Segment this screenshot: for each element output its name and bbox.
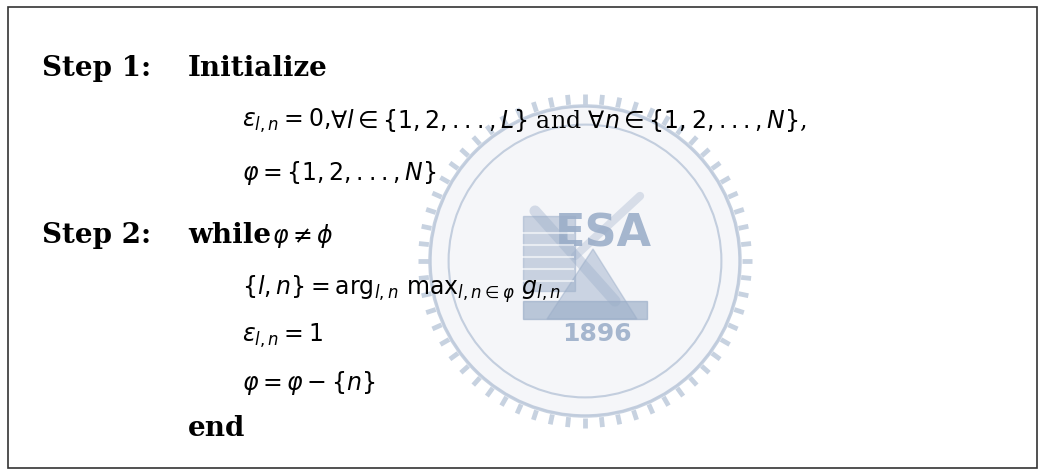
Text: $\varphi = \varphi - \{n\}$: $\varphi = \varphi - \{n\}$ <box>242 368 375 396</box>
Text: $\varphi \neq \phi$: $\varphi \neq \phi$ <box>272 221 333 249</box>
Text: $\varepsilon_{l,n} = 0,$: $\varepsilon_{l,n} = 0,$ <box>242 107 330 135</box>
Text: end: end <box>188 414 246 441</box>
Text: $\varphi = \{1, 2, ..., N\}$: $\varphi = \{1, 2, ..., N\}$ <box>242 159 436 187</box>
Text: $\varepsilon_{l,n} = 1$: $\varepsilon_{l,n} = 1$ <box>242 321 323 349</box>
Polygon shape <box>547 249 637 319</box>
Text: Initialize: Initialize <box>188 55 328 82</box>
FancyBboxPatch shape <box>8 8 1037 468</box>
Text: $\{l, n\} = \mathrm{arg}_{l,n}\ \mathrm{max}_{l,n\in\varphi}\ g_{l,n}$: $\{l, n\} = \mathrm{arg}_{l,n}\ \mathrm{… <box>242 272 561 304</box>
Text: Step 2:: Step 2: <box>42 221 152 248</box>
Bar <box>522 217 575 291</box>
Text: $\forall l \in \{1, 2, ..., L\}$ and $\forall n \in \{1, 2, ..., N\}$,: $\forall l \in \{1, 2, ..., L\}$ and $\f… <box>330 107 807 134</box>
Bar <box>522 301 647 319</box>
Text: while: while <box>188 221 271 248</box>
Text: ESA: ESA <box>555 212 652 255</box>
Text: Step 1:: Step 1: <box>42 55 152 82</box>
Circle shape <box>429 107 740 416</box>
Text: 1896: 1896 <box>562 321 632 345</box>
